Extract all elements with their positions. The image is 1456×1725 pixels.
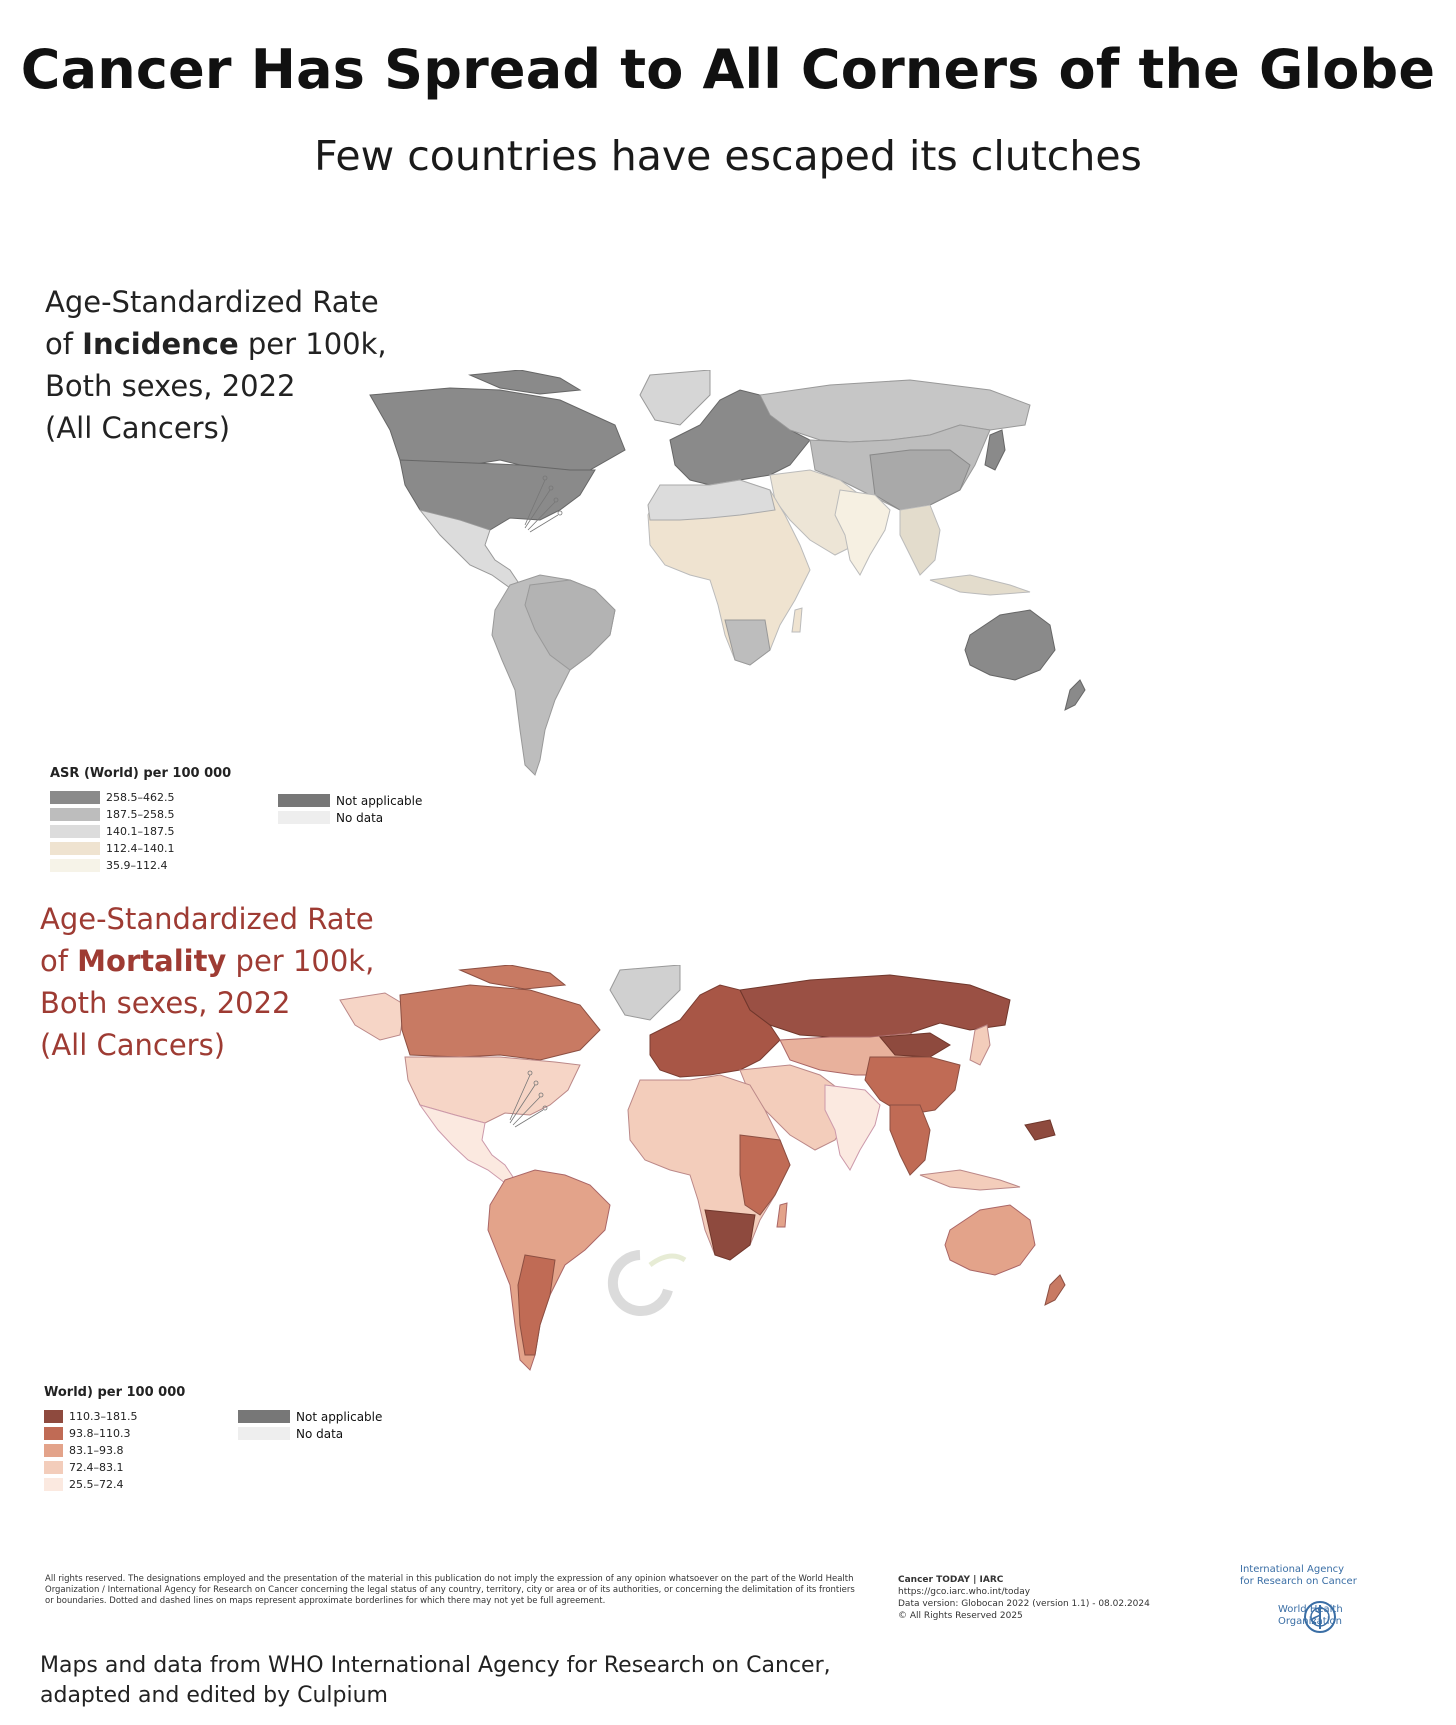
southeast-asia [899,504,941,576]
greenland [639,370,711,426]
legend-item-nodata: No data [278,809,422,826]
incidence-title-line2: of Incidence per 100k, [45,327,387,361]
legend-swatch [44,1444,63,1457]
india [834,489,891,576]
alaska [339,992,406,1041]
cancer-today-title: Cancer TODAY | IARC [898,1575,1004,1585]
mortality-map-title: Age-Standardized Rate of Mortality per 1… [40,898,374,1066]
mortality-legend: World) per 100 000 110.3–181.5 93.8–110.… [44,1385,185,1493]
southern-africa [724,619,771,666]
canada-islands [468,370,582,395]
legend-item: 93.8–110.3 [44,1425,185,1442]
greenland [609,965,681,1021]
southern-africa [704,1209,756,1261]
legend-item: 140.1–187.5 [50,823,231,840]
legend-swatch [278,811,330,824]
russia [739,974,1011,1038]
papua-new-guinea [1024,1119,1056,1141]
mortality-title-line1: Age-Standardized Rate [40,902,374,936]
incidence-legend: ASR (World) per 100 000 258.5–462.5 187.… [50,766,231,874]
incidence-legend-title: ASR (World) per 100 000 [50,766,232,781]
india [824,1084,881,1171]
rights-reserved: © All Rights Reserved 2025 [898,1611,1023,1621]
japan [969,1024,991,1066]
iarc-logo: International Agency for Research on Can… [1240,1564,1357,1587]
incidence-title-line3: Both sexes, 2022 [45,369,296,403]
incidence-title-line1: Age-Standardized Rate [45,285,379,319]
new-zealand [1064,679,1086,711]
madagascar [791,607,803,633]
caribbean-callouts [524,475,563,533]
cancer-today-info: Cancer TODAY | IARC https://gco.iarc.who… [898,1574,1198,1622]
legend-item: 25.5–72.4 [44,1476,185,1493]
china [869,449,971,511]
legend-item: 35.9–112.4 [50,857,231,874]
page-subtitle: Few countries have escaped its clutches [314,132,1142,180]
north-africa [647,479,776,521]
mortality-title-line2: of Mortality per 100k, [40,944,375,978]
legend-swatch [50,791,100,804]
incidence-legend-other: Not applicable No data [278,792,422,826]
mortality-world-map [339,965,1066,1371]
australia [964,609,1056,681]
caribbean-callouts [509,1070,548,1128]
legend-item: 83.1–93.8 [44,1442,185,1459]
legend-item-na: Not applicable [278,792,422,809]
australia [944,1204,1036,1276]
southeast-asia [889,1104,931,1176]
incidence-map-title: Age-Standardized Rate of Incidence per 1… [45,281,387,449]
legend-item: 187.5–258.5 [50,806,231,823]
legend-swatch [44,1427,63,1440]
east-africa [739,1134,791,1216]
legend-swatch [44,1478,63,1491]
mortality-title-line4: (All Cancers) [40,1028,226,1062]
who-logo-text: World Health Organization [1278,1604,1343,1627]
legend-swatch [238,1410,290,1423]
legend-swatch [50,842,100,855]
legend-swatch [44,1461,63,1474]
data-version: Data version: Globocan 2022 (version 1.1… [898,1599,1150,1609]
legend-swatch [238,1427,290,1440]
incidence-title-line4: (All Cancers) [45,411,231,445]
legend-swatch [50,808,100,821]
canada-islands [458,965,567,990]
watermark-logo [607,1250,687,1316]
brazil [524,579,616,671]
legend-item: 110.3–181.5 [44,1408,185,1425]
legend-swatch [278,794,330,807]
indonesia [929,574,1031,596]
page-title: Cancer Has Spread to All Corners of the … [20,38,1436,101]
incidence-world-map [369,370,1086,776]
china [864,1056,961,1116]
japan [984,429,1006,471]
legend-swatch [50,825,100,838]
legend-swatch [44,1410,63,1423]
source-credit: Maps and data from WHO International Age… [40,1653,831,1708]
legend-item: 112.4–140.1 [50,840,231,857]
legend-item-nodata: No data [238,1425,382,1442]
madagascar [776,1202,788,1228]
legend-swatch [50,859,100,872]
legend-item: 258.5–462.5 [50,789,231,806]
legend-item: 72.4–83.1 [44,1459,185,1476]
disclaimer-text: All rights reserved. The designations em… [45,1574,855,1606]
who-emblem-icon [1304,1601,1336,1633]
legend-item-na: Not applicable [238,1408,382,1425]
russia [759,379,1031,443]
new-zealand [1044,1274,1066,1306]
cancer-today-url[interactable]: https://gco.iarc.who.int/today [898,1587,1031,1597]
mongolia [878,1032,951,1058]
indonesia [919,1169,1021,1191]
mortality-legend-title: World) per 100 000 [44,1385,186,1400]
mortality-legend-other: Not applicable No data [238,1408,382,1442]
mortality-title-line3: Both sexes, 2022 [40,986,291,1020]
canada [399,984,601,1061]
argentina [517,1254,556,1356]
